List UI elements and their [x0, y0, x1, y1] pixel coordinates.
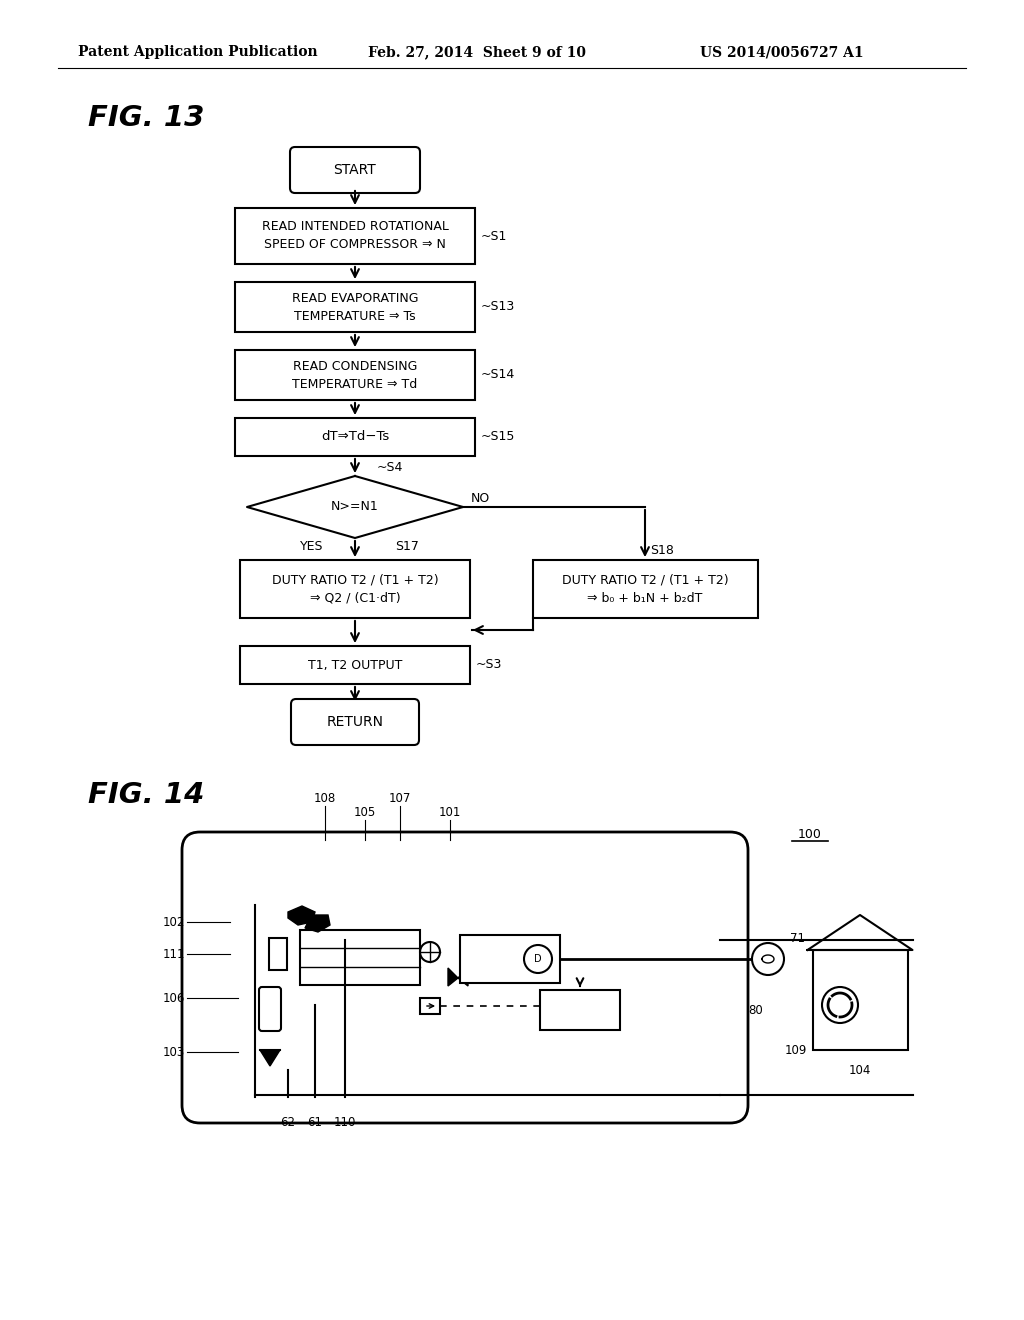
- Text: Feb. 27, 2014  Sheet 9 of 10: Feb. 27, 2014 Sheet 9 of 10: [368, 45, 586, 59]
- Bar: [234, 209, 475, 264]
- Text: 102: 102: [163, 916, 185, 928]
- Text: 111: 111: [163, 948, 185, 961]
- Text: READ EVAPORATING
TEMPERATURE ⇒ Ts: READ EVAPORATING TEMPERATURE ⇒ Ts: [292, 292, 418, 322]
- Text: READ INTENDED ROTATIONAL
SPEED OF COMPRESSOR ⇒ N: READ INTENDED ROTATIONAL SPEED OF COMPRE…: [261, 220, 449, 252]
- Text: FIG. 13: FIG. 13: [88, 104, 205, 132]
- Text: 103: 103: [163, 1045, 185, 1059]
- Polygon shape: [260, 1049, 280, 1067]
- Text: 109: 109: [785, 1044, 807, 1056]
- Text: READ CONDENSING
TEMPERATURE ⇒ Td: READ CONDENSING TEMPERATURE ⇒ Td: [293, 359, 418, 391]
- Text: NO: NO: [471, 492, 490, 506]
- Text: S18: S18: [650, 544, 674, 557]
- Text: ~S15: ~S15: [481, 430, 515, 444]
- Polygon shape: [305, 915, 330, 932]
- Bar: [300, 931, 420, 985]
- Bar: [420, 998, 440, 1014]
- FancyBboxPatch shape: [259, 987, 281, 1031]
- Text: YES: YES: [300, 540, 324, 553]
- FancyBboxPatch shape: [290, 147, 420, 193]
- Bar: [269, 939, 287, 970]
- Text: 110: 110: [334, 1117, 356, 1130]
- Text: Patent Application Publication: Patent Application Publication: [78, 45, 317, 59]
- Text: 101: 101: [439, 805, 461, 818]
- Text: 107: 107: [389, 792, 412, 804]
- Bar: [234, 350, 475, 400]
- Bar: [540, 990, 620, 1030]
- Bar: [240, 645, 470, 684]
- Text: START: START: [334, 162, 377, 177]
- Text: D: D: [535, 954, 542, 964]
- Text: 62: 62: [281, 1117, 296, 1130]
- Text: 80: 80: [748, 1003, 763, 1016]
- FancyBboxPatch shape: [182, 832, 748, 1123]
- Text: ~S13: ~S13: [481, 301, 515, 314]
- Text: T1, T2 OUTPUT: T1, T2 OUTPUT: [308, 659, 402, 672]
- Bar: [234, 282, 475, 333]
- Text: S17: S17: [395, 540, 419, 553]
- Text: DUTY RATIO T2 / (T1 + T2)
⇒ b₀ + b₁N + b₂dT: DUTY RATIO T2 / (T1 + T2) ⇒ b₀ + b₁N + b…: [562, 573, 728, 605]
- Text: 100: 100: [798, 829, 822, 842]
- Text: ~S14: ~S14: [481, 368, 515, 381]
- Bar: [460, 935, 560, 983]
- FancyBboxPatch shape: [291, 700, 419, 744]
- Text: DUTY RATIO T2 / (T1 + T2)
⇒ Q2 / (C1·dT): DUTY RATIO T2 / (T1 + T2) ⇒ Q2 / (C1·dT): [271, 573, 438, 605]
- Text: 61: 61: [307, 1117, 323, 1130]
- Text: ~S3: ~S3: [476, 659, 503, 672]
- Text: RETURN: RETURN: [327, 715, 384, 729]
- Text: 105: 105: [354, 805, 376, 818]
- Bar: [234, 418, 475, 455]
- Bar: [812, 950, 907, 1049]
- Text: 106: 106: [163, 991, 185, 1005]
- Bar: [532, 560, 758, 618]
- Text: dT⇒Td−Ts: dT⇒Td−Ts: [321, 430, 389, 444]
- Polygon shape: [458, 968, 468, 986]
- Text: 108: 108: [314, 792, 336, 804]
- Polygon shape: [449, 968, 458, 986]
- Text: 71: 71: [790, 932, 805, 945]
- Text: N>=N1: N>=N1: [331, 500, 379, 513]
- Polygon shape: [288, 906, 315, 925]
- Text: 104: 104: [849, 1064, 871, 1077]
- Text: ~S1: ~S1: [481, 230, 507, 243]
- Bar: [240, 560, 470, 618]
- Text: ~S4: ~S4: [377, 461, 403, 474]
- Text: FIG. 14: FIG. 14: [88, 781, 205, 809]
- Text: US 2014/0056727 A1: US 2014/0056727 A1: [700, 45, 863, 59]
